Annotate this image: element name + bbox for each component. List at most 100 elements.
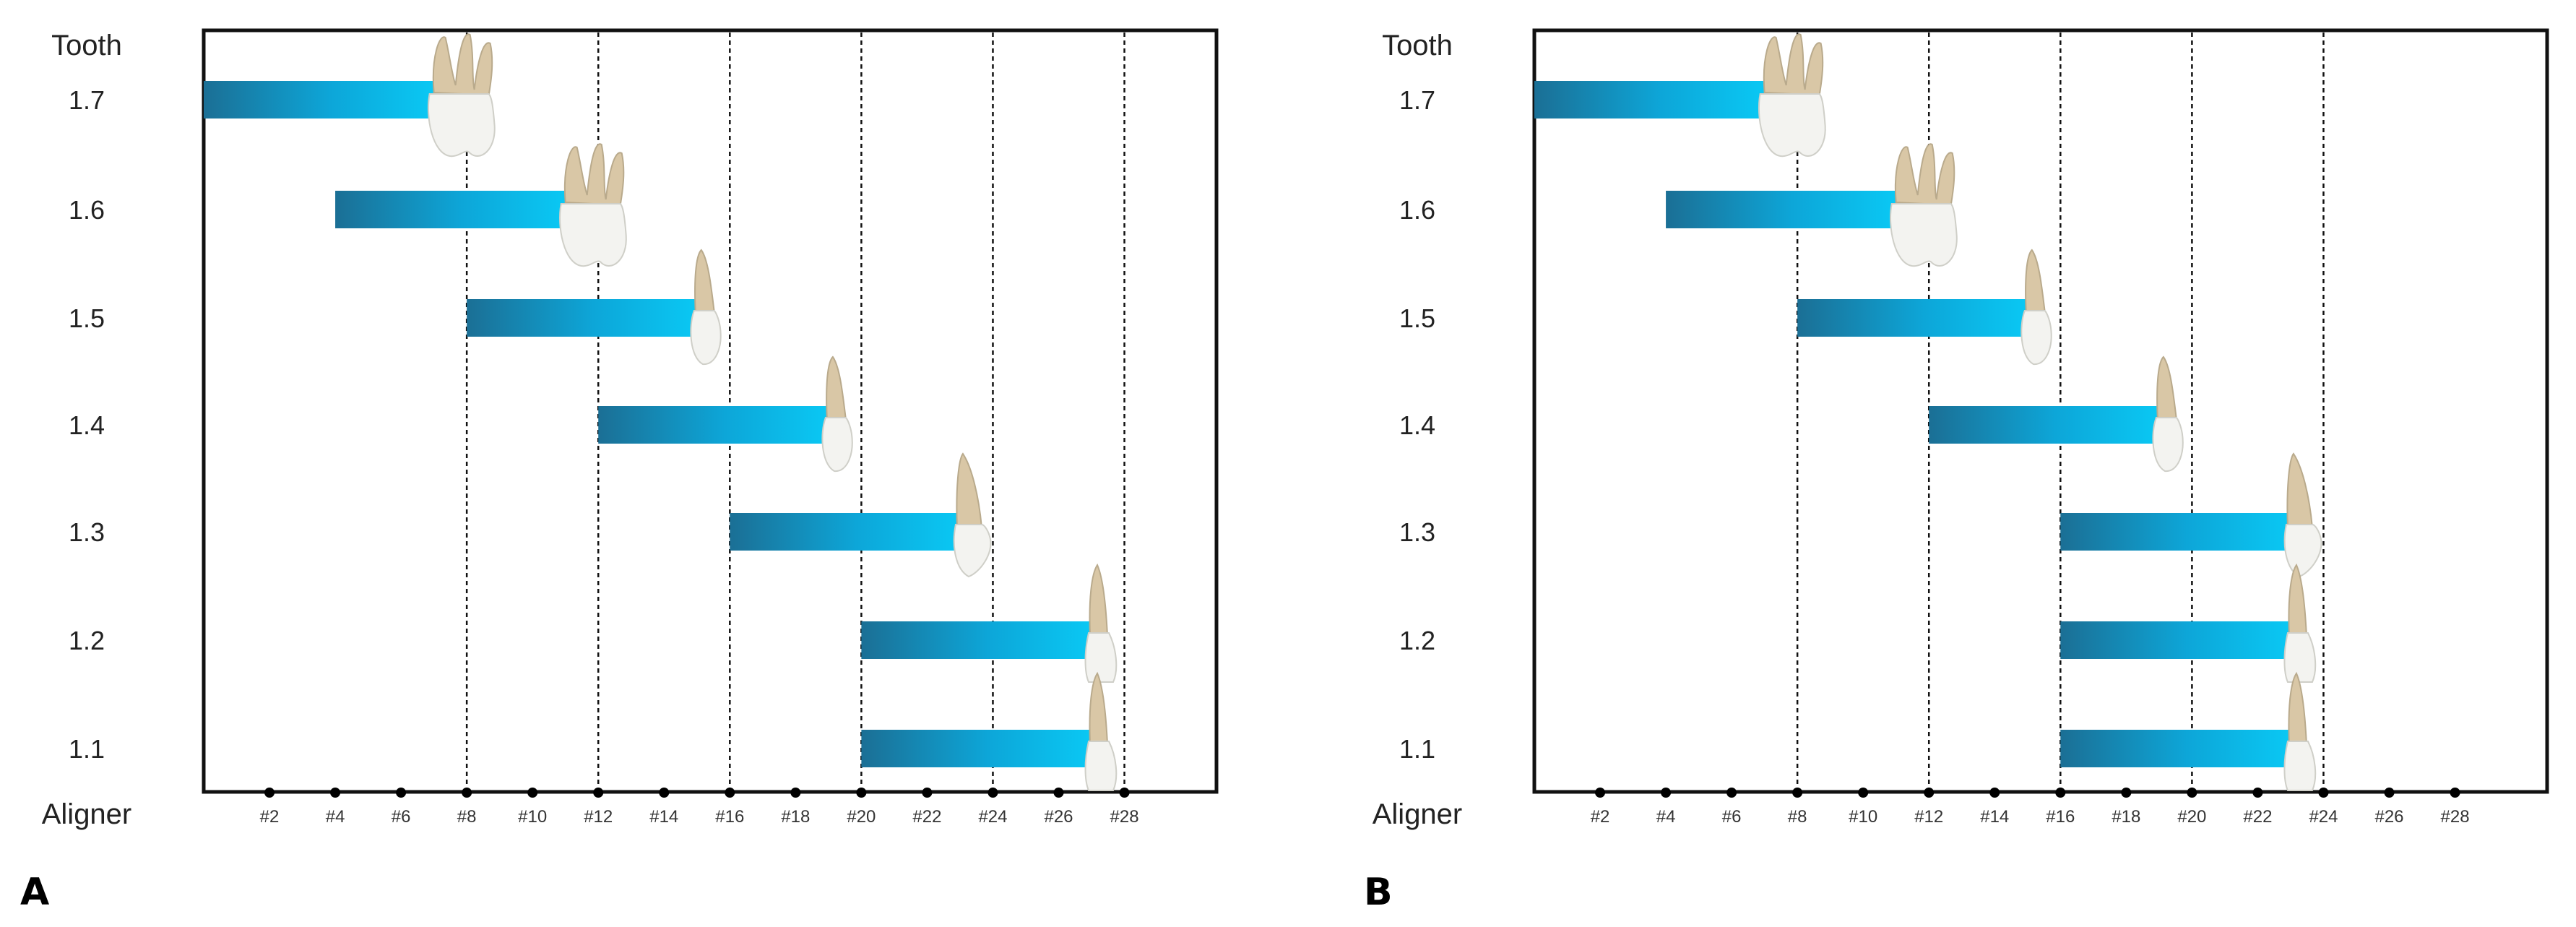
panel-letter: A (20, 871, 49, 914)
tooth-crown (1890, 203, 1958, 267)
aligner-tick-label: #16 (715, 807, 744, 827)
movement-bar (1666, 191, 1896, 228)
tooth-crown (2283, 632, 2317, 683)
aligner-tick-dot (1595, 788, 1606, 798)
aligner-tick-label: #18 (2112, 807, 2140, 827)
chart-panel-b: Tooth Aligner 1.7 1.6 1.5 1.4 1.3 1.2 1.1 #2 #4 #6 #… (1364, 28, 2549, 914)
aligner-tick-label: #22 (912, 807, 941, 827)
aligner-tick-dot (1989, 788, 2000, 798)
canine-tooth-icon (953, 452, 992, 578)
tooth-root (2286, 452, 2314, 528)
aligner-tick-dot (1792, 788, 1803, 798)
aligner-tick-dot (2384, 788, 2395, 798)
premolar-tooth-icon (821, 355, 853, 473)
incisor-tooth-icon (1084, 671, 1118, 791)
aligner-tick-dot (264, 788, 275, 798)
tooth-row-label: 1.2 (69, 626, 105, 655)
aligner-tick-dot (2318, 788, 2329, 798)
aligner-tick-dot (659, 788, 670, 798)
aligner-tick-dot (2450, 788, 2460, 798)
tooth-row-label: 1.7 (1399, 85, 1435, 115)
tooth-crown (953, 524, 992, 578)
tooth-crown (2152, 417, 2184, 473)
tooth-crown (1758, 93, 1826, 158)
aligner-tick-label: #4 (1656, 807, 1676, 827)
tooth-row-label: 1.2 (1399, 626, 1435, 655)
y-header-label: Tooth (51, 30, 122, 61)
aligner-tick-label: #28 (2441, 807, 2470, 827)
tooth-row-label: 1.5 (69, 303, 105, 333)
aligner-tick-dot (396, 788, 407, 798)
movement-bar (2060, 730, 2291, 767)
aligner-tick-dot (856, 788, 867, 798)
aligner-tick-dot (1924, 788, 1935, 798)
aligner-tick-dot (527, 788, 538, 798)
tooth-root (563, 143, 625, 207)
aligner-tick-label: #24 (978, 807, 1007, 827)
x-header-label: Aligner (1373, 798, 1463, 830)
tooth-crown (559, 203, 627, 267)
movement-bar (730, 513, 960, 551)
incisor-tooth-icon (1084, 563, 1118, 683)
tooth-root (1089, 671, 1109, 745)
tooth-root (2288, 563, 2308, 637)
aligner-tick-label: #2 (260, 807, 280, 827)
tooth-crown (690, 310, 722, 366)
molar-tooth-icon (1890, 143, 1958, 267)
tooth-crown (1084, 741, 1118, 791)
aligner-tick-label: #26 (1044, 807, 1073, 827)
molar-tooth-icon (427, 33, 496, 158)
aligner-tick-label: #22 (2243, 807, 2272, 827)
chart-panel-a: Tooth Aligner 1.7 1.6 1.5 1.4 1.3 1.2 1.1 #2 #4 #6 #… (20, 28, 1219, 914)
tooth-crown (2283, 741, 2317, 791)
incisor-tooth-icon (2283, 563, 2317, 683)
aligner-tick-dot (987, 788, 998, 798)
movement-bar (1929, 406, 2159, 444)
tooth-root (956, 452, 983, 528)
tooth-root (694, 249, 715, 313)
aligner-tick-label: #12 (584, 807, 613, 827)
aligner-tick-dot (790, 788, 801, 798)
aligner-tick-label: #18 (781, 807, 810, 827)
tooth-row-label: 1.1 (69, 734, 105, 764)
tooth-root (1894, 143, 1955, 207)
plot-frame (1532, 28, 2549, 794)
aligner-tick-dot (1053, 788, 1064, 798)
aligner-tick-dot (2252, 788, 2263, 798)
aligner-tick-dot (1726, 788, 1737, 798)
tooth-root (826, 355, 847, 420)
incisor-tooth-icon (2283, 671, 2317, 791)
aligner-tick-dot (462, 788, 472, 798)
tooth-row-label: 1.4 (69, 410, 105, 440)
aligner-tick-label: #16 (2046, 807, 2075, 827)
tooth-root (2156, 355, 2178, 420)
tooth-row-label: 1.4 (1399, 410, 1435, 440)
movement-bar (204, 81, 434, 118)
aligner-tick-label: #10 (1849, 807, 1877, 827)
y-header-label: Tooth (1382, 30, 1453, 61)
aligner-tick-label: #4 (326, 807, 345, 827)
tooth-row-label: 1.6 (1399, 195, 1435, 225)
tooth-root (432, 33, 493, 97)
tooth-row-label: 1.1 (1399, 734, 1435, 764)
tooth-crown (2020, 310, 2052, 366)
aligner-tick-label: #24 (2309, 807, 2338, 827)
tooth-crown (427, 93, 496, 158)
aligner-tick-label: #28 (1110, 807, 1139, 827)
canine-tooth-icon (2283, 452, 2322, 578)
aligner-tick-label: #12 (1914, 807, 1943, 827)
aligner-tick-label: #14 (649, 807, 678, 827)
aligner-tick-dot (2121, 788, 2132, 798)
tooth-root (2025, 249, 2046, 313)
aligner-tick-label: #8 (1788, 807, 1807, 827)
movement-bar (2060, 513, 2291, 551)
movement-bar (335, 191, 566, 228)
aligner-tick-dot (1661, 788, 1672, 798)
aligner-tick-dot (2187, 788, 2197, 798)
aligner-tick-dot (330, 788, 341, 798)
premolar-tooth-icon (2020, 249, 2052, 366)
premolar-tooth-icon (2152, 355, 2184, 473)
tooth-row-label: 1.5 (1399, 303, 1435, 333)
movement-bar (861, 730, 1092, 767)
